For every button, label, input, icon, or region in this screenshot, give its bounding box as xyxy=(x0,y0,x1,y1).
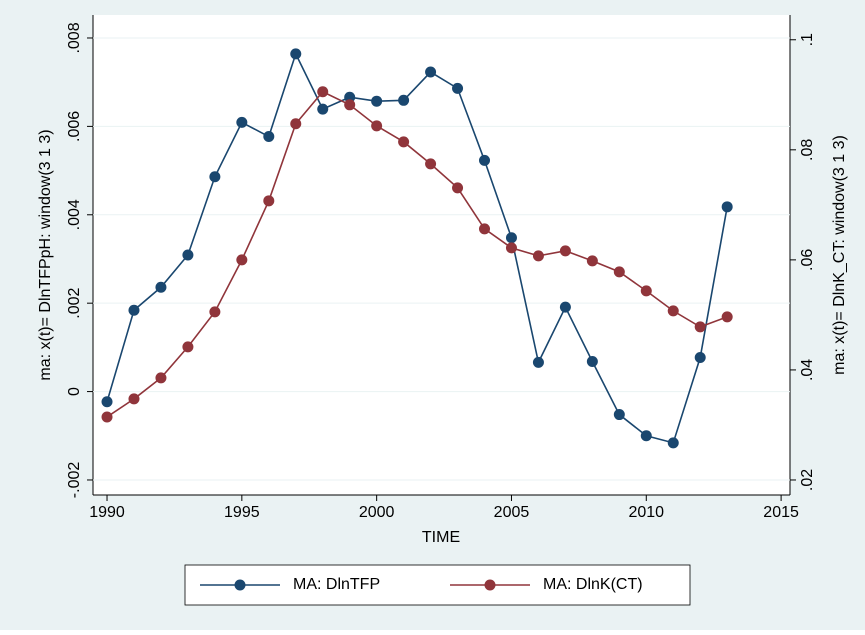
data-point xyxy=(263,195,275,207)
data-point xyxy=(667,437,679,449)
data-point xyxy=(344,91,356,103)
data-point xyxy=(667,305,679,317)
data-point xyxy=(532,356,544,368)
y-axis-title: ma: x(t)= DlnTFPpH: window(3 1 3) xyxy=(37,129,54,380)
data-point xyxy=(263,131,275,143)
legend-label: MA: DlnK(CT) xyxy=(543,576,643,593)
data-point xyxy=(532,250,544,262)
data-point xyxy=(425,158,437,170)
data-point xyxy=(479,223,491,235)
plot-area xyxy=(93,15,790,495)
legend-label: MA: DlnTFP xyxy=(293,576,380,593)
data-point xyxy=(290,118,302,130)
data-point xyxy=(155,372,167,384)
data-point xyxy=(344,99,356,111)
y2-axis-title: ma: x(t)= DlnK_CT: window(3 1 3) xyxy=(831,135,848,375)
data-point xyxy=(640,285,652,297)
y-tick-label: -.002 xyxy=(66,462,83,499)
data-point xyxy=(559,245,571,257)
y-tick-label: .002 xyxy=(66,288,83,319)
data-point xyxy=(694,321,706,333)
x-tick-label: 2000 xyxy=(359,504,395,521)
data-point xyxy=(721,201,733,213)
data-point xyxy=(371,95,383,107)
data-point xyxy=(505,232,517,244)
legend-marker xyxy=(484,579,496,591)
data-point xyxy=(155,281,167,293)
x-tick-label: 2005 xyxy=(494,504,530,521)
series-line xyxy=(106,51,728,444)
data-point xyxy=(101,411,113,423)
legend-marker xyxy=(234,579,246,591)
data-point xyxy=(479,154,491,166)
data-point xyxy=(452,182,464,194)
data-point xyxy=(209,306,221,318)
y-tick-label: .008 xyxy=(66,22,83,53)
data-point xyxy=(398,136,410,148)
data-point xyxy=(182,341,194,353)
data-point xyxy=(398,94,410,106)
data-point xyxy=(425,66,437,78)
data-point xyxy=(505,242,517,254)
data-point xyxy=(721,311,733,323)
x-tick-label: 1990 xyxy=(89,504,125,521)
data-point xyxy=(236,254,248,266)
data-point xyxy=(236,116,248,128)
data-point xyxy=(586,255,598,267)
data-point xyxy=(613,266,625,278)
data-point xyxy=(290,48,302,60)
data-point xyxy=(128,393,140,405)
y-tick-label: 0 xyxy=(66,387,83,396)
data-point xyxy=(694,352,706,364)
data-point xyxy=(128,304,140,316)
data-point xyxy=(317,86,329,98)
x-axis-title: TIME xyxy=(422,529,460,546)
data-point xyxy=(182,249,194,261)
x-tick-label: 1995 xyxy=(224,504,260,521)
data-point xyxy=(613,409,625,421)
x-tick-label: 2015 xyxy=(763,504,799,521)
y2-tick-label: .04 xyxy=(799,359,816,381)
data-point xyxy=(101,396,113,408)
data-point xyxy=(586,356,598,368)
data-point xyxy=(317,103,329,115)
data-point xyxy=(452,82,464,94)
data-point xyxy=(209,171,221,183)
y2-tick-label: .08 xyxy=(799,139,816,161)
x-tick-label: 2010 xyxy=(628,504,664,521)
y-tick-label: .004 xyxy=(66,199,83,230)
data-point xyxy=(371,120,383,132)
y-tick-label: .006 xyxy=(66,111,83,142)
data-point xyxy=(559,301,571,313)
data-point xyxy=(640,430,652,442)
y2-tick-label: .06 xyxy=(799,249,816,271)
series-line xyxy=(106,90,728,418)
y2-tick-label: .02 xyxy=(799,469,816,491)
y2-tick-label: .1 xyxy=(799,33,816,46)
